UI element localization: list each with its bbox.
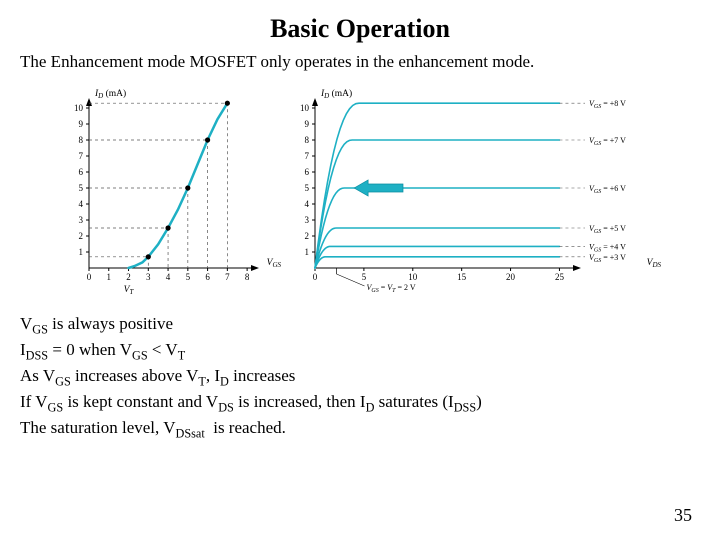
notes-block: VGS is always positive IDSS = 0 when VGS… [20, 313, 700, 442]
svg-text:7: 7 [225, 272, 230, 282]
svg-text:8: 8 [245, 272, 250, 282]
svg-text:ID (mA): ID (mA) [94, 88, 126, 100]
svg-text:VGS = +3 V: VGS = +3 V [589, 253, 626, 264]
svg-text:4: 4 [166, 272, 171, 282]
right-chart: 1 2 3 4 5 6 7 8 9 10 0 5 10 15 20 25 ID (mA) VDS VGS = +8 … [285, 84, 665, 299]
svg-text:10: 10 [408, 272, 418, 282]
svg-text:ID (mA): ID (mA) [320, 88, 352, 100]
note-3: As VGS increases above VT, ID increases [20, 365, 700, 390]
note-1: VGS is always positive [20, 313, 700, 338]
svg-text:VGS: VGS [267, 258, 282, 269]
svg-text:6: 6 [305, 167, 310, 177]
svg-text:VGS = VT = 2 V: VGS = VT = 2 V [367, 283, 416, 294]
svg-text:VDS: VDS [647, 258, 662, 269]
page-title: Basic Operation [20, 14, 700, 44]
drain-curves-svg: 1 2 3 4 5 6 7 8 9 10 0 5 10 15 20 25 ID (mA) VDS VGS = +8 … [285, 84, 665, 294]
svg-text:VT: VT [124, 285, 135, 294]
svg-text:9: 9 [79, 119, 84, 129]
svg-text:20: 20 [506, 272, 516, 282]
note-2: IDSS = 0 when VGS < VT [20, 339, 700, 364]
svg-text:3: 3 [79, 215, 84, 225]
svg-text:1: 1 [79, 247, 84, 257]
svg-text:9: 9 [305, 119, 310, 129]
note-4: If VGS is kept constant and VDS is incre… [20, 391, 700, 416]
svg-text:4: 4 [79, 199, 84, 209]
svg-text:8: 8 [305, 135, 310, 145]
svg-text:5: 5 [305, 183, 310, 193]
svg-text:6: 6 [205, 272, 210, 282]
svg-text:2: 2 [126, 272, 131, 282]
subtitle: The Enhancement mode MOSFET only operate… [20, 52, 700, 72]
svg-text:3: 3 [146, 272, 151, 282]
svg-text:VGS = +6 V: VGS = +6 V [589, 184, 626, 195]
svg-text:0: 0 [313, 272, 318, 282]
svg-text:VGS = +4 V: VGS = +4 V [589, 242, 626, 253]
svg-text:VGS = +5 V: VGS = +5 V [589, 224, 626, 235]
page-number: 35 [674, 505, 692, 526]
svg-text:10: 10 [74, 103, 84, 113]
svg-text:25: 25 [555, 272, 565, 282]
svg-text:3: 3 [305, 215, 310, 225]
svg-text:7: 7 [79, 151, 84, 161]
left-chart: 1 2 3 4 5 6 7 8 9 10 0 1 2 3 4 5 6 7 8 ID (mA) VGS VT [55, 84, 285, 299]
svg-text:10: 10 [300, 103, 310, 113]
svg-text:4: 4 [305, 199, 310, 209]
svg-text:2: 2 [79, 231, 84, 241]
svg-text:5: 5 [362, 272, 367, 282]
svg-text:8: 8 [79, 135, 84, 145]
svg-text:1: 1 [305, 247, 310, 257]
svg-text:VGS = +7 V: VGS = +7 V [589, 136, 626, 147]
svg-text:2: 2 [305, 231, 310, 241]
charts-row: 1 2 3 4 5 6 7 8 9 10 0 1 2 3 4 5 6 7 8 ID (mA) VGS VT 1 2 3 4 5 6 7… [20, 84, 700, 299]
note-5: The saturation level, VDSsat is reached. [20, 417, 700, 442]
svg-text:15: 15 [457, 272, 467, 282]
svg-text:5: 5 [186, 272, 191, 282]
transfer-curve-svg: 1 2 3 4 5 6 7 8 9 10 0 1 2 3 4 5 6 7 8 ID (mA) VGS VT [55, 84, 285, 294]
svg-text:6: 6 [79, 167, 84, 177]
svg-text:7: 7 [305, 151, 310, 161]
svg-text:VGS = +8 V: VGS = +8 V [589, 99, 626, 110]
svg-text:5: 5 [79, 183, 84, 193]
svg-text:0: 0 [87, 272, 92, 282]
svg-text:1: 1 [107, 272, 112, 282]
